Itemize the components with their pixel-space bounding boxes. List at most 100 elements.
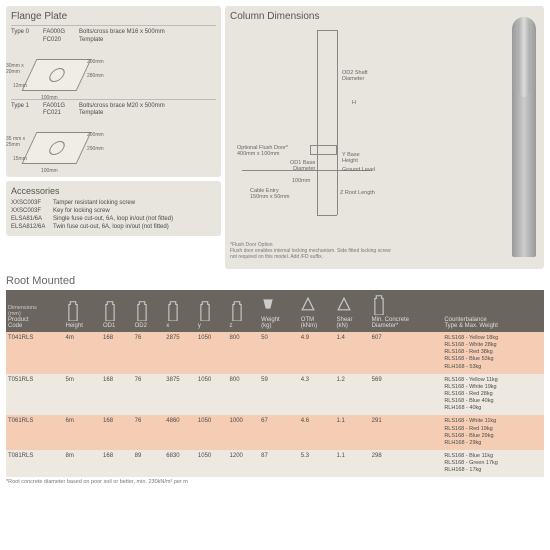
cell: 168: [101, 332, 133, 374]
col-title: Column Dimensions: [230, 11, 539, 22]
cell: 1000: [228, 415, 260, 450]
col-header: Height: [64, 290, 102, 332]
cell: 2875: [164, 332, 196, 374]
col-header: OD2: [133, 290, 165, 332]
col-l3: OD1 Base Diameter: [290, 160, 315, 172]
col-l9: H: [352, 100, 356, 106]
cell: T051RLS: [6, 374, 64, 416]
t0-dim-b: 12mm: [13, 83, 27, 89]
col-l6: Y Base Height: [342, 152, 360, 164]
t1-dim-c: 100mm: [41, 168, 58, 174]
cell: 87: [259, 450, 299, 477]
flange-diagram-0: 30mm x 20mm 12mm 100mm 200mm 280mm: [11, 51, 111, 99]
cb-cell: RLS168 - Blue 11kg RLS168 - Green 17kg R…: [442, 450, 544, 477]
t1-dim-d: 200mm: [87, 132, 104, 138]
cell: 569: [370, 374, 443, 416]
col-l2: Optional Flush Door* 400mm x 100mm: [237, 145, 288, 157]
col-header: OTM (kNm): [299, 290, 335, 332]
col-header: Weight (kg): [259, 290, 299, 332]
t1-code2: FC021: [43, 110, 75, 118]
acc-desc: Key for locking screw: [53, 208, 110, 214]
cell: 298: [370, 450, 443, 477]
type0-label: Type 0: [11, 29, 39, 35]
cb-cell: RLS168 - Yellow 18kg RLS168 - White 28kg…: [442, 332, 544, 374]
root-table: Dimensions (mm)Product CodeHeightOD1OD2x…: [6, 290, 544, 477]
cell: 168: [101, 374, 133, 416]
t0-desc2: Template: [79, 37, 216, 45]
acc-code: ELSA812/6A: [11, 224, 49, 230]
col-l5: Ground Level: [342, 167, 375, 173]
acc-desc: Twin fuse cut-out, 6A, loop in/out (not …: [53, 224, 169, 230]
cell: 1.2: [335, 374, 370, 416]
acc-row: ELSA81/6ASingle fuse cut-out, 6A, loop i…: [11, 215, 216, 223]
t0-dim-a: 30mm x 20mm: [6, 63, 24, 75]
cell: 800: [228, 374, 260, 416]
t0-code1: FA000G: [43, 29, 75, 37]
cb-cell: RLS168 - White 11kg RLS168 - Red 19kg RL…: [442, 415, 544, 450]
cell: 5m: [64, 374, 102, 416]
cell: 76: [133, 415, 165, 450]
table-row: T041RLS4m1687628751050800504.91.4607RLS1…: [6, 332, 544, 374]
cell: 168: [101, 415, 133, 450]
cell: 4.9: [299, 332, 335, 374]
cell: 6m: [64, 415, 102, 450]
type1-label: Type 1: [11, 103, 39, 109]
cb-cell: RLS168 - Yellow 11kg RLS168 - White 19kg…: [442, 374, 544, 416]
cell: 1050: [196, 374, 228, 416]
cell: 1050: [196, 415, 228, 450]
table-row: T081RLS8m16889683010501200875.31.1298RLS…: [6, 450, 544, 477]
cell: 1050: [196, 450, 228, 477]
acc-title: Accessories: [11, 186, 216, 196]
col-header: OD1: [101, 290, 133, 332]
dim-header: Dimensions (mm)Product Code: [6, 290, 64, 332]
cell: 1200: [228, 450, 260, 477]
acc-desc: Tamper resistant locking screw: [53, 200, 135, 206]
t1-dim-a: 35 mm x 25mm: [6, 136, 25, 148]
col-l1: OD2 Shaft Diameter: [342, 70, 368, 82]
cell: 6830: [164, 450, 196, 477]
t0-dim-e: 280mm: [87, 73, 104, 79]
t0-dim-d: 200mm: [87, 59, 104, 65]
table-row: T061RLS6m16876486010501000674.61.1291RLS…: [6, 415, 544, 450]
acc-code: XXSC003F: [11, 200, 49, 206]
acc-desc: Single fuse cut-out, 6A, loop in/out (no…: [53, 216, 173, 222]
root-title: Root Mounted: [6, 275, 544, 287]
t1-dim-e: 290mm: [87, 146, 104, 152]
cell: T061RLS: [6, 415, 64, 450]
cell: T041RLS: [6, 332, 64, 374]
flange-type-1: Type 1 FA001GFC021 Bolts/cross brace M20…: [11, 99, 216, 122]
root-footnote: *Root concrete diameter based on poor so…: [6, 479, 544, 485]
cell: 1.1: [335, 450, 370, 477]
t1-dim-b: 15mm: [13, 156, 27, 162]
col-note: *Flush Door Option Flush door enables in…: [230, 242, 539, 260]
cell: 67: [259, 415, 299, 450]
flange-type-0: Type 0 FA000GFC020 Bolts/cross brace M16…: [11, 25, 216, 48]
cell: 1.1: [335, 415, 370, 450]
col-header: x: [164, 290, 196, 332]
col-header: Min. Concrete Diameter*: [370, 290, 443, 332]
cell: 50: [259, 332, 299, 374]
t0-desc1: Bolts/cross brace M16 x 500mm: [79, 29, 216, 37]
cell: 3875: [164, 374, 196, 416]
cell: 1.4: [335, 332, 370, 374]
col-header: Counterbalance Type & Max. Weight: [442, 290, 544, 332]
cell: 800: [228, 332, 260, 374]
cell: 607: [370, 332, 443, 374]
col-l7: Z Root Length: [340, 190, 375, 196]
accessories-panel: Accessories XXSC003F Tamper resistant loc…: [6, 181, 221, 236]
col-header: Shear (kN): [335, 290, 370, 332]
t1-desc2: Template: [79, 110, 216, 118]
cell: 76: [133, 332, 165, 374]
table-row: T051RLS5m1687638751050800594.31.2569RLS1…: [6, 374, 544, 416]
cell: 5.3: [299, 450, 335, 477]
acc-row: XXSC003F Tamper resistant locking screw: [11, 199, 216, 207]
column-dim-panel: Column Dimensions OD2 Shaft Diameter Opt…: [225, 6, 544, 269]
cell: 8m: [64, 450, 102, 477]
cell: 291: [370, 415, 443, 450]
cell: 4860: [164, 415, 196, 450]
cell: 4.6: [299, 415, 335, 450]
t1-desc1: Bolts/cross brace M20 x 500mm: [79, 103, 216, 111]
col-header: z: [228, 290, 260, 332]
t0-code2: FC020: [43, 37, 75, 45]
flange-plate-panel: Flange Plate Type 0 FA000GFC020 Bolts/cr…: [6, 6, 221, 177]
